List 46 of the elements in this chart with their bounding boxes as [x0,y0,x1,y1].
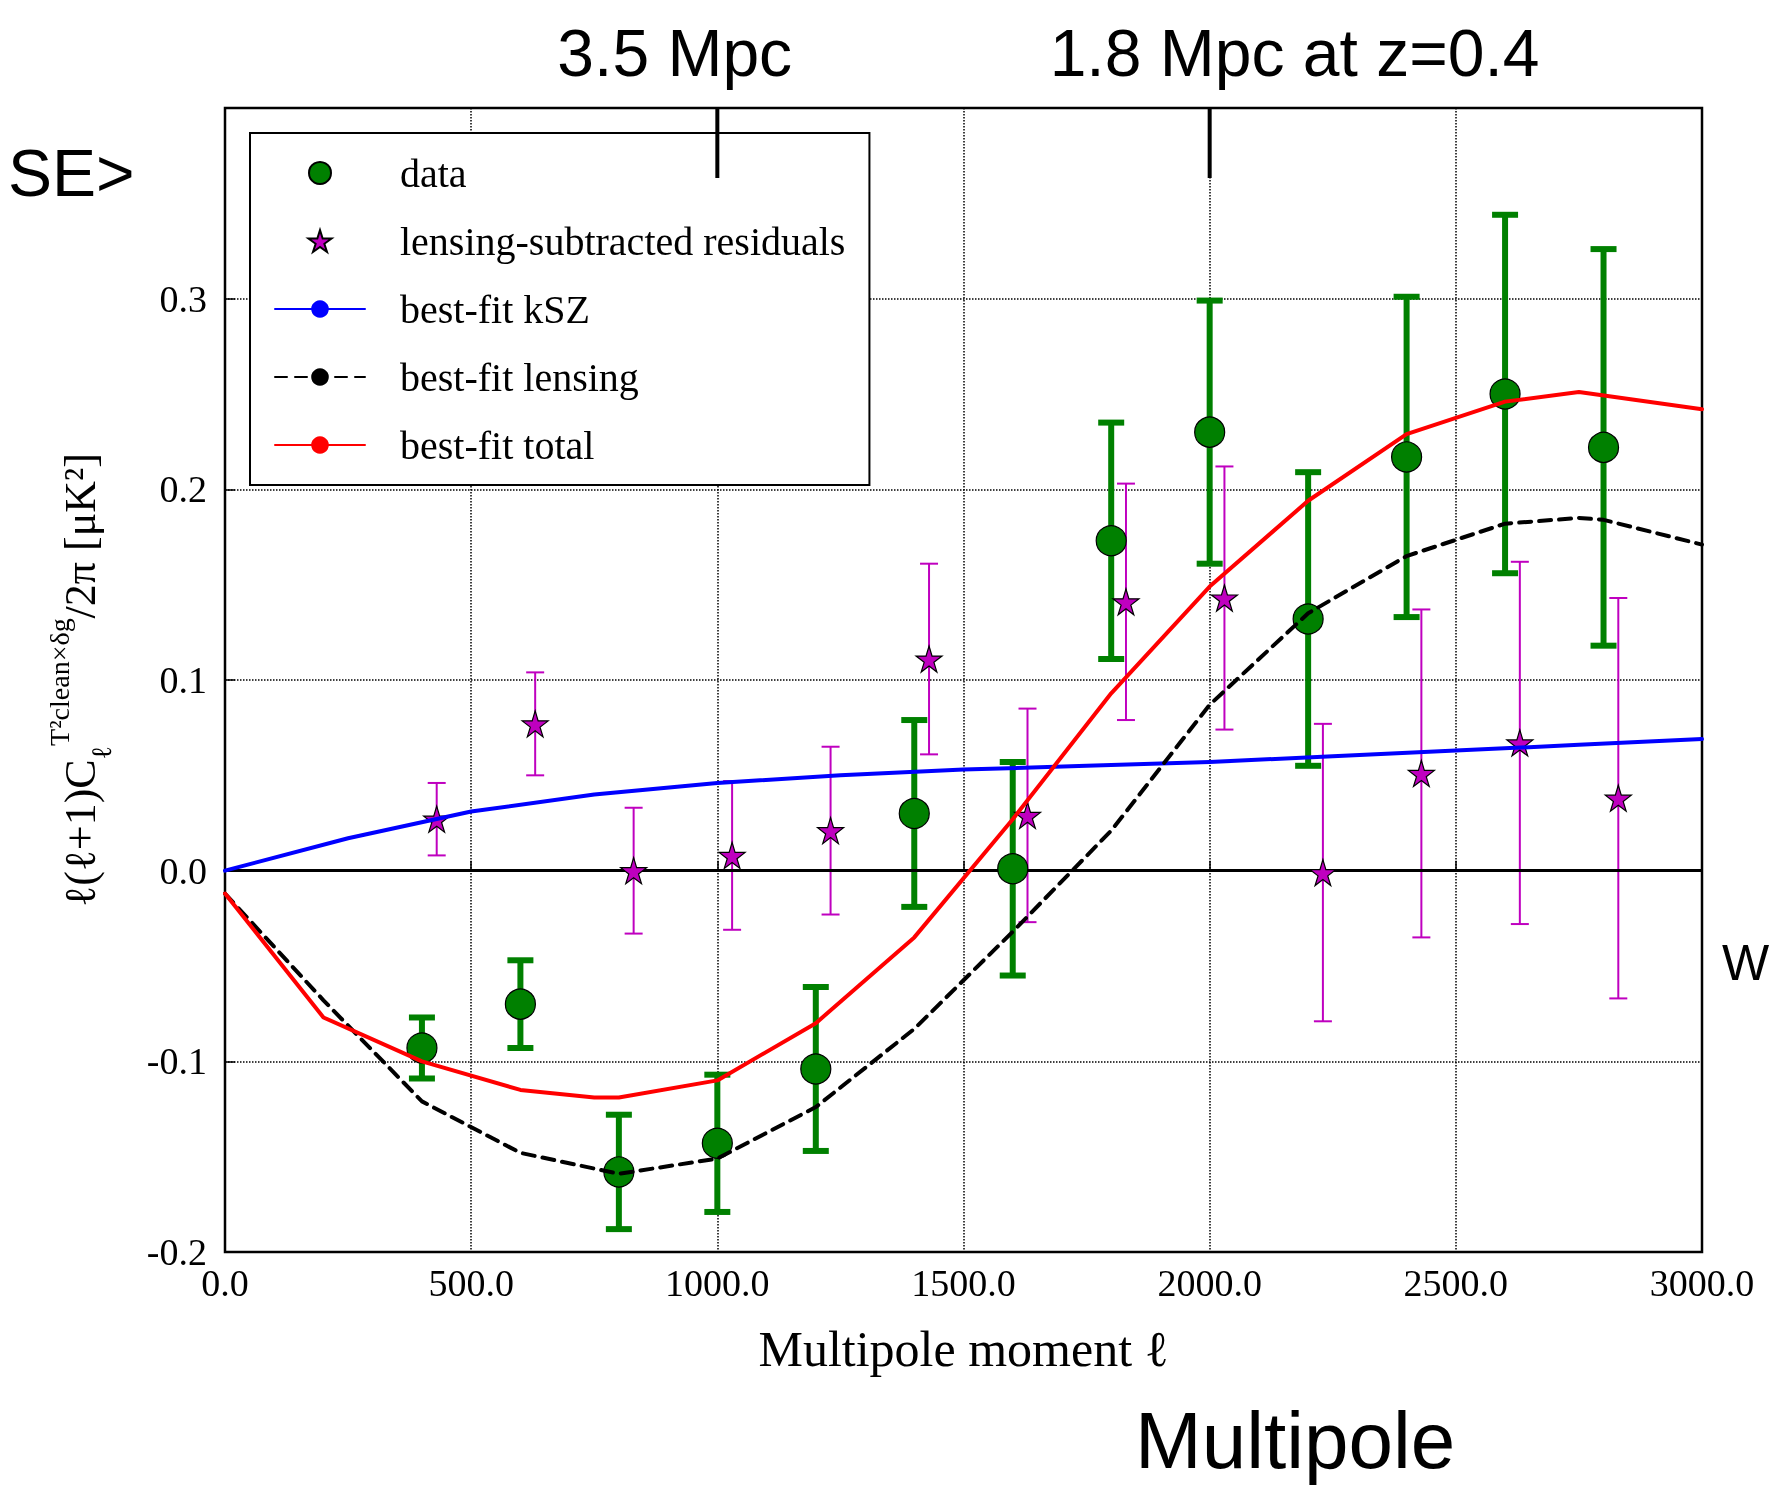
legend-label: best-fit lensing [400,354,639,400]
point [1587,431,1620,463]
x-tick-label: 3000.0 [1649,1262,1755,1304]
point [1309,858,1337,887]
text: W [1722,935,1770,991]
x-tick-label: 2000.0 [1157,1262,1262,1304]
point [1194,416,1226,448]
legend-label: data [400,150,467,196]
text: SE> [8,136,135,210]
y-tick-label: 0.3 [159,277,207,320]
point [718,841,746,870]
point [504,988,536,1020]
legend-label: best-fit kSZ [400,286,590,332]
point [1013,801,1042,829]
point [1407,759,1435,788]
point [816,817,845,845]
point [898,797,930,830]
point [521,710,549,738]
point [800,1053,832,1085]
point [1095,525,1127,557]
x-axis-title: Multipole moment ℓ [758,1321,1169,1377]
legend-label: lensing-subtracted residuals [400,218,846,264]
text: Multipole [1135,1395,1456,1485]
y-axis-title: ℓ(ℓ+1)CℓT²clean×δg/2π [μK²] [43,453,117,907]
x-tick-label: 1000.0 [665,1262,770,1304]
y-tick-label: -0.1 [146,1040,207,1083]
y-tick-label: -0.2 [146,1231,207,1273]
point [915,645,943,673]
x-tick-label: 500.0 [428,1262,514,1304]
text: 1.8 Mpc at z=0.4 [1049,16,1540,90]
point [620,857,648,885]
line-series [223,737,1704,873]
legend-label: best-fit total [400,422,595,468]
text: 3.5 Mpc [557,16,793,90]
x-tick-label: 2500.0 [1403,1262,1509,1304]
point [997,853,1029,885]
point [701,1127,733,1159]
y-tick-label: 0.0 [159,849,207,892]
point [1391,441,1423,473]
point [1604,784,1632,812]
point [406,1032,438,1064]
y-tick-label: 0.2 [159,468,207,511]
point [1112,588,1140,616]
x-tick-label: 1500.0 [911,1262,1016,1304]
point [1210,584,1239,612]
y-tick-label: 0.1 [159,659,207,701]
